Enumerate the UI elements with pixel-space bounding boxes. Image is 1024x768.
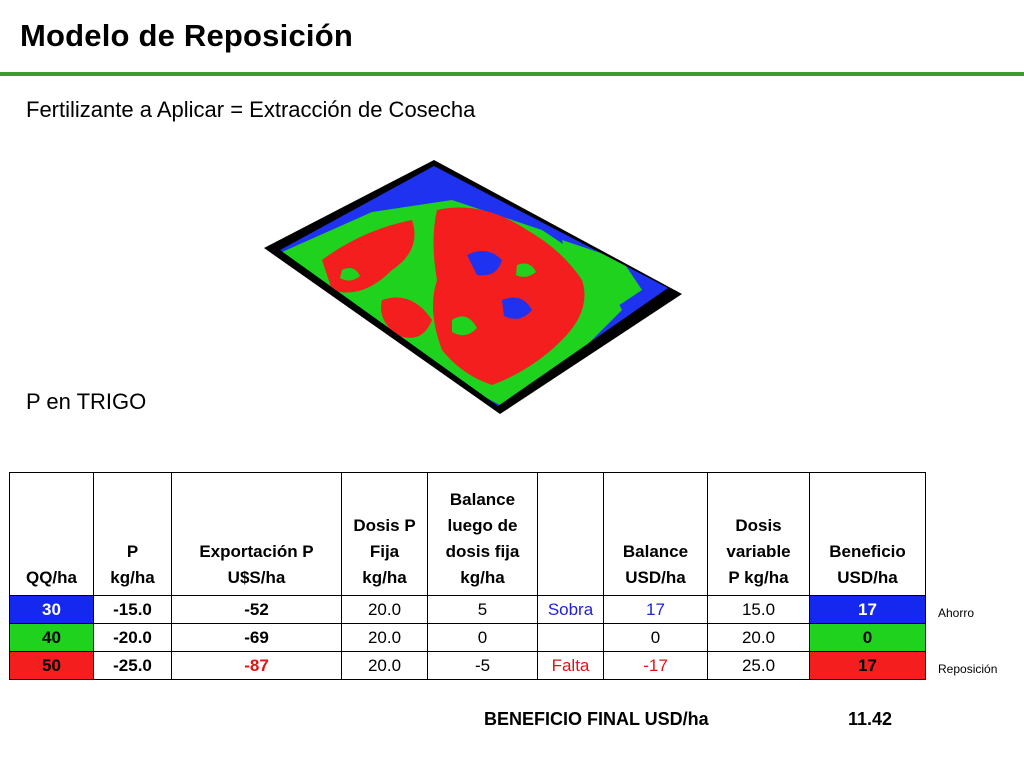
map-zone-green [516,263,536,277]
cell-balance-usd: 0 [603,623,708,652]
cell-estado [537,623,604,652]
field-yield-map [264,160,682,414]
cell-beneficio: 0 [809,623,926,652]
cell-balance: 0 [427,623,538,652]
cell-dosis-fija: 20.0 [341,595,428,624]
header-qq: QQ/ha [9,472,94,596]
cell-dosis-variable: 20.0 [707,623,810,652]
cell-estado: Falta [537,651,604,680]
cell-qq: 30 [9,595,94,624]
map-zone-green [340,268,360,281]
header-export: Exportación P U$S/ha [171,472,342,596]
table-header-row: QQ/ha P kg/ha Exportación P U$S/ha Dosis… [9,472,926,596]
header-estado [537,472,604,596]
map-zone-red [433,207,585,385]
cell-dosis-variable: 15.0 [707,595,810,624]
title-divider [0,72,1024,76]
cell-p: -15.0 [93,595,172,624]
cell-beneficio: 17 [809,595,926,624]
table-row: 40 -20.0 -69 20.0 0 0 20.0 0 [9,623,926,652]
cell-estado: Sobra [537,595,604,624]
header-balance: Balance luego de dosis fija kg/ha [427,472,538,596]
cell-balance-usd: 17 [603,595,708,624]
cell-balance: 5 [427,595,538,624]
header-balance-usd: Balance USD/ha [603,472,708,596]
map-zone-blue [467,251,502,276]
cell-p: -20.0 [93,623,172,652]
cell-dosis-variable: 25.0 [707,651,810,680]
map-zone-green [562,240,642,310]
cell-qq: 40 [9,623,94,652]
cell-balance: -5 [427,651,538,680]
cell-beneficio: 17 [809,651,926,680]
map-zone-red [381,297,432,338]
map-zone-green [452,316,477,336]
header-beneficio: Beneficio USD/ha [809,472,926,596]
table-row: 50 -25.0 -87 20.0 -5 Falta -17 25.0 17 [9,651,926,680]
note-reposicion: Reposición [938,662,998,676]
cell-dosis-fija: 20.0 [341,651,428,680]
header-dosis-fija: Dosis P Fija kg/ha [341,472,428,596]
subtitle: Fertilizante a Aplicar = Extracción de C… [26,97,476,122]
header-dosis-variable: Dosis variable P kg/ha [707,472,810,596]
page-title: Modelo de Reposición [20,18,353,53]
table-row: 30 -15.0 -52 20.0 5 Sobra 17 15.0 17 [9,595,926,624]
cell-export: -87 [171,651,342,680]
replacement-table: QQ/ha P kg/ha Exportación P U$S/ha Dosis… [9,472,926,680]
cell-export: -52 [171,595,342,624]
cell-export: -69 [171,623,342,652]
crop-label: P en TRIGO [26,389,147,414]
map-zone-blue [502,297,532,319]
final-benefit-value: 11.42 [848,709,893,729]
note-ahorro: Ahorro [938,606,975,620]
cell-qq: 50 [9,651,94,680]
header-p: P kg/ha [93,472,172,596]
final-benefit-label: BENEFICIO FINAL USD/ha [484,709,709,729]
cell-p: -25.0 [93,651,172,680]
cell-balance-usd: -17 [603,651,708,680]
cell-dosis-fija: 20.0 [341,623,428,652]
